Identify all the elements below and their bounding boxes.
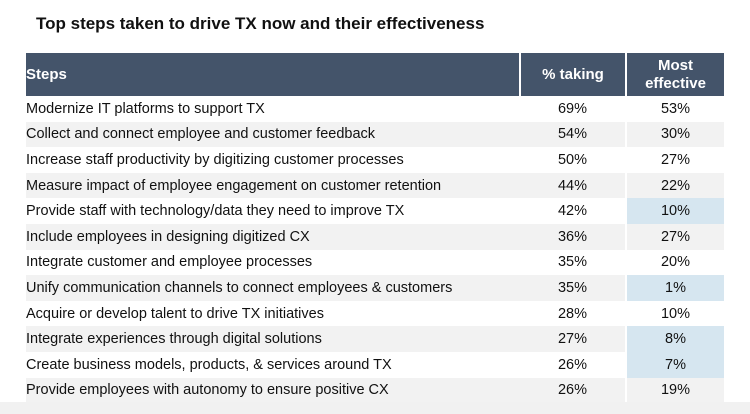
cell-most-effective: 22% [625,172,724,199]
cell-pct-taking: 50% [520,147,626,173]
cell-step: Integrate customer and employee processe… [26,249,520,276]
cell-step: Include employees in designing digitized… [26,223,520,250]
cell-pct-taking: 28% [520,300,626,327]
cell-most-effective-highlighted: 1% [625,275,724,301]
cell-pct-taking: 54% [520,121,626,148]
table-row: Provide employees with autonomy to ensur… [26,377,724,404]
table-row: Provide staff with technology/data they … [26,198,724,224]
cell-pct-taking: 35% [520,249,626,276]
table-row: Collect and connect employee and custome… [26,121,724,148]
cell-most-effective: 30% [625,121,724,148]
cell-step: Create business models, products, & serv… [26,351,520,378]
cell-most-effective: 10% [625,300,724,327]
cell-step: Provide employees with autonomy to ensur… [26,377,520,404]
table-row: Measure impact of employee engagement on… [26,172,724,199]
table-row: Include employees in designing digitized… [26,223,724,250]
chart-title: Top steps taken to drive TX now and thei… [36,14,485,33]
table-body: Modernize IT platforms to support TX 69% 5… [26,96,724,404]
cell-most-effective-highlighted: 7% [625,351,724,378]
cell-pct-taking: 26% [520,377,626,404]
table-row: Unify communication channels to connect … [26,275,724,301]
cell-most-effective-highlighted: 8% [625,326,724,352]
header-most-effective: Most effective [626,53,724,96]
cell-most-effective: 19% [625,377,724,404]
cell-step: Integrate experiences through digital so… [26,326,520,352]
cell-pct-taking: 36% [520,223,626,250]
cell-most-effective: 27% [625,147,724,173]
table-row: Acquire or develop talent to drive TX in… [26,300,724,327]
cell-pct-taking: 26% [520,351,626,378]
table-row: Increase staff productivity by digitizin… [26,147,724,173]
cell-pct-taking: 42% [520,198,626,224]
cell-most-effective-highlighted: 10% [625,198,724,224]
header-most-effective-line1: Most [658,56,693,74]
cell-step: Measure impact of employee engagement on… [26,172,520,199]
table-row: Integrate experiences through digital so… [26,326,724,352]
cell-most-effective: 20% [625,249,724,276]
steps-table: Steps % taking Most effective Modernize … [26,53,724,404]
cell-step: Modernize IT platforms to support TX [26,96,520,122]
table-row: Modernize IT platforms to support TX 69% 5… [26,96,724,122]
cell-most-effective: 53% [625,96,724,122]
cell-pct-taking: 69% [520,96,626,122]
cell-step: Unify communication channels to connect … [26,275,520,301]
cell-pct-taking: 35% [520,275,626,301]
table-row: Create business models, products, & serv… [26,351,724,378]
cell-step: Provide staff with technology/data they … [26,198,520,224]
cell-pct-taking: 27% [520,326,626,352]
bottom-strip [0,402,750,414]
cell-step: Increase staff productivity by digitizin… [26,147,520,173]
header-pct-taking: % taking [520,53,627,96]
cell-step: Collect and connect employee and custome… [26,121,520,148]
header-row: Steps % taking Most effective [26,53,724,96]
table-row: Integrate customer and employee processe… [26,249,724,276]
cell-most-effective: 27% [625,223,724,250]
cell-step: Acquire or develop talent to drive TX in… [26,300,520,327]
cell-pct-taking: 44% [520,172,626,199]
header-steps: Steps [26,53,521,96]
header-most-effective-line2: effective [645,74,706,92]
